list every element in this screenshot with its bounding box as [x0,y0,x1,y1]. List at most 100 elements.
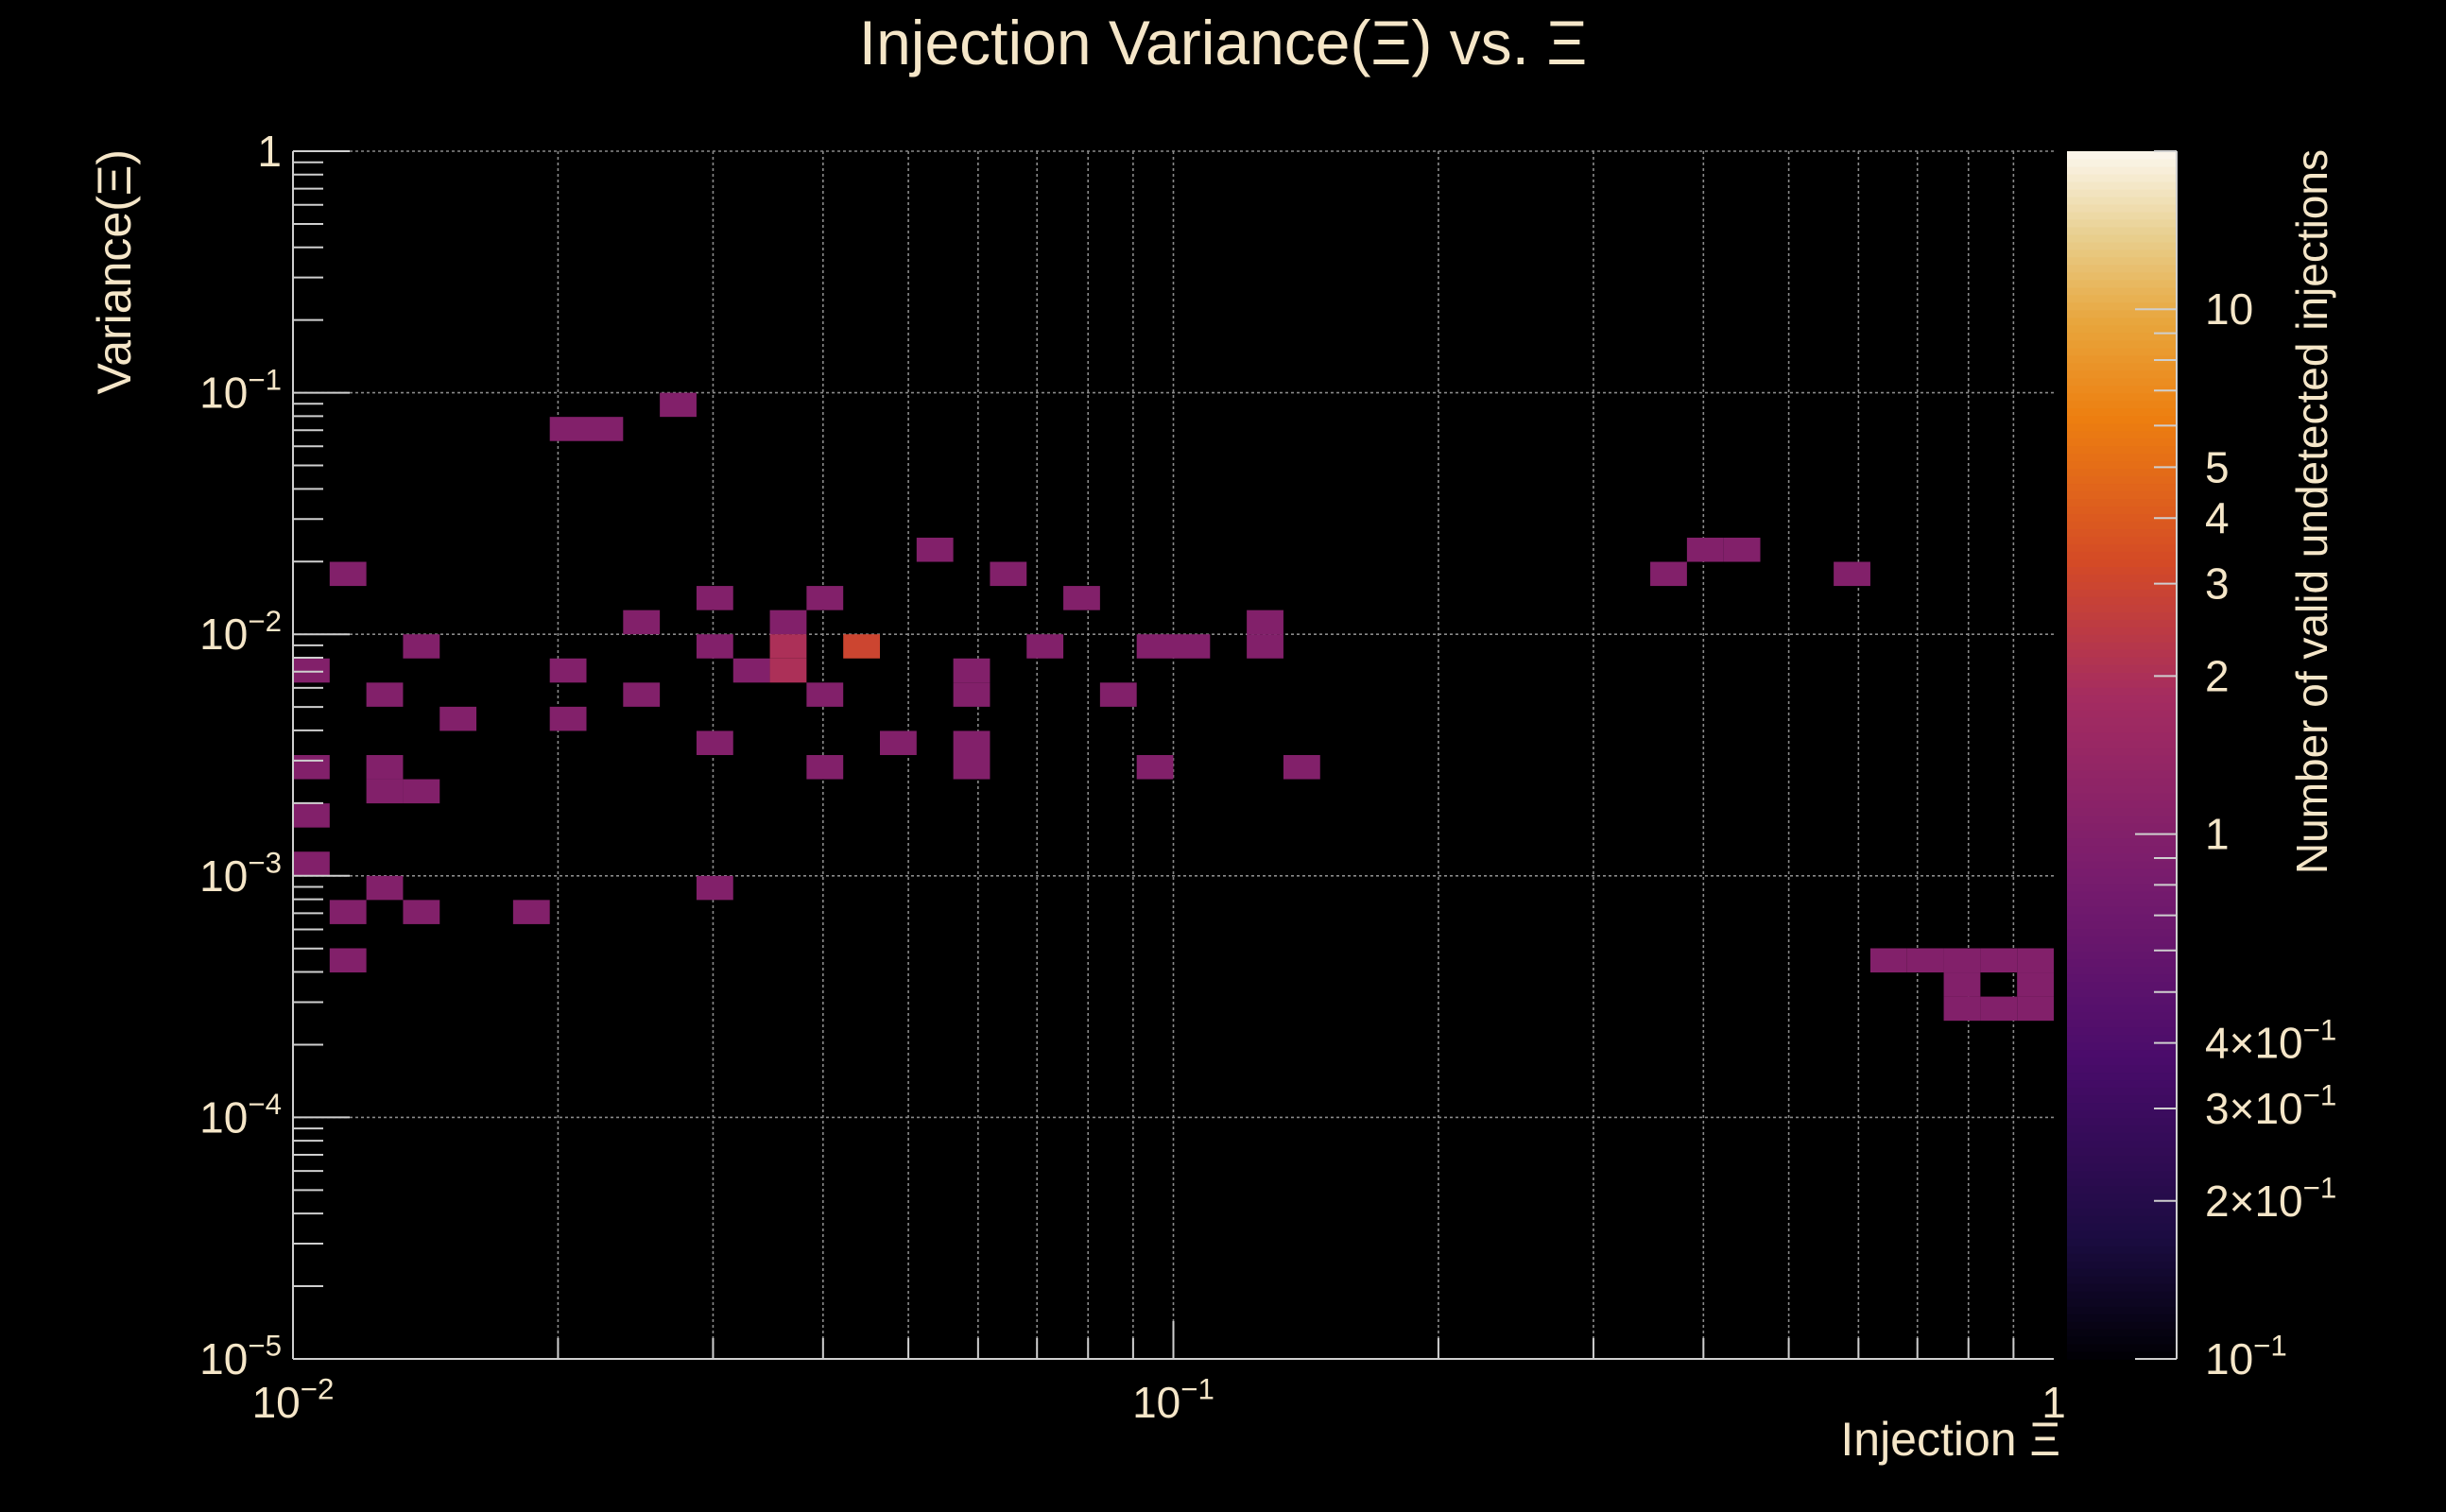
color-scale-band [2067,369,2177,379]
color-scale-band [2067,619,2177,627]
color-scale-band [2067,1094,2177,1104]
heatmap-cell [329,948,367,973]
heatmap-cell [843,634,880,659]
color-scale-band [2067,664,2177,673]
y-tick-label: 10−3 [199,846,282,900]
heatmap-cell [806,682,844,707]
color-scale-band [2067,543,2177,552]
x-tick-label: 10−1 [1132,1373,1214,1427]
heatmap-cell [293,851,330,876]
color-scale-band [2067,634,2177,643]
color-scale-band [2067,815,2177,824]
axes: 110−110−210−310−410−510−2 10−1 1 [199,127,2066,1427]
heatmap-cell [403,779,440,804]
color-scale-band [2067,483,2177,492]
color-scale-band [2067,807,2177,816]
color-scale-band [2067,1155,2177,1163]
heatmap-cell [696,634,733,659]
color-scale-band [2067,672,2177,680]
color-scale-band [2067,400,2177,409]
y-tick-label: 10−4 [199,1088,282,1142]
color-scale-band [2067,264,2177,273]
heatmap-cell [586,417,624,441]
heatmap-cell [329,900,367,924]
color-scale-band [2067,551,2177,559]
color-scale-band [2067,732,2177,741]
heatmap-cell [293,755,330,780]
color-scale-band [2067,928,2177,937]
color-scale-band [2067,574,2177,582]
heatmap-cell [623,610,661,635]
color-scale-band [2067,1306,2177,1314]
color-scale-band [2067,438,2177,447]
y-axis-label: Variance(Ξ) [88,149,141,394]
x-tick-label: 10−2 [252,1373,335,1427]
color-scale-band [2067,611,2177,620]
heatmap-cell [1980,948,2018,973]
color-scale-band [2067,1223,2177,1231]
color-scale-band [2067,1283,2177,1292]
heatmap-cell [1247,634,1283,659]
heatmap-cell [549,417,587,441]
color-scale-band [2067,1351,2177,1360]
color-scale-band [2067,822,2177,832]
color-scale-band [2067,830,2177,839]
heatmap-cell [549,658,587,683]
heatmap-cell [1686,537,1724,562]
color-scale-band [2067,973,2177,983]
color-scale-band [2067,852,2177,862]
color-scale-band [2067,241,2177,250]
color-scale-band [2067,1246,2177,1254]
color-scale-band [2067,151,2177,160]
chart-title: Injection Variance(Ξ) vs. Ξ [859,8,1588,77]
color-scale-band [2067,309,2177,318]
color-scale-band [2067,1276,2177,1284]
color-scale-tick-label: 3×10−1 [2205,1079,2336,1133]
color-scale-band [2067,226,2177,235]
heatmap-cell [732,658,770,683]
color-scale-tick-label: 1 [2205,810,2230,859]
heatmap-cell [880,730,917,755]
color-scale-band [2067,1109,2177,1118]
heatmap-cell [953,682,990,707]
heatmap-cell [1136,755,1174,780]
color-scale-band [2067,951,2177,960]
color-scale-band [2067,1087,2177,1096]
heatmap-cell [1283,755,1320,780]
heatmap-cell [1869,948,1907,973]
color-scale-band [2067,430,2177,439]
color-scale-band [2067,596,2177,605]
color-scale-band [2067,566,2177,575]
heatmap-cell [1247,610,1283,635]
color-scale-tick-label: 4 [2205,493,2230,542]
color-scale-band [2067,165,2177,175]
color-scale-band [2067,1140,2177,1148]
color-scale-band [2067,1215,2177,1224]
color-scale-band [2067,377,2177,387]
heatmap-cell [1943,996,1981,1022]
color-scale-band [2067,868,2177,877]
color-scale-band [2067,883,2177,892]
color-scale-band [2067,747,2177,756]
heatmap-cell [293,658,330,683]
color-scale-band [2067,725,2177,733]
color-scale-band [2067,453,2177,462]
color-scale-band [2067,1132,2177,1141]
color-scale-band [2067,913,2177,922]
heatmap-cell [953,730,990,755]
color-scale-band [2067,1238,2177,1246]
color-scale-band [2067,1004,2177,1013]
color-scale-band [2067,1208,2177,1216]
color-scale-band [2067,649,2177,658]
color-scale-band [2067,158,2177,167]
color-scale-band [2067,920,2177,930]
x-axis-label: Injection Ξ [1840,1413,2060,1466]
color-scale-band [2067,460,2177,470]
color-scale-band [2067,271,2177,281]
x-tick-label: 1 [2041,1378,2066,1427]
color-scale-band [2067,755,2177,764]
heatmap-cell [2017,972,2054,997]
color-scale-band [2067,490,2177,500]
color-scale-band [2067,301,2177,311]
color-scale-band [2067,468,2177,477]
